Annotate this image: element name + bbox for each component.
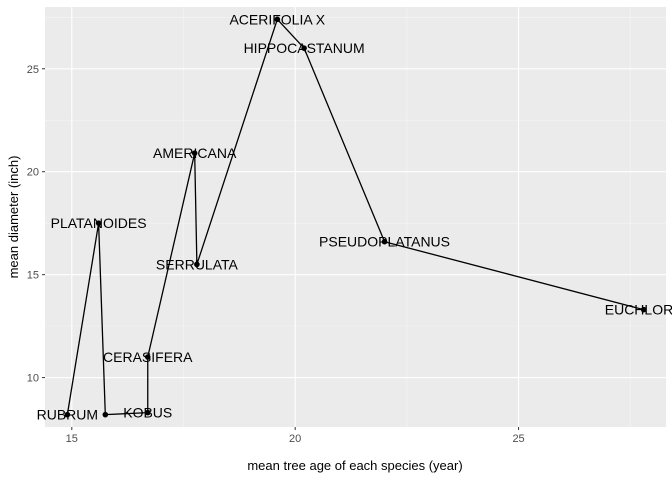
data-label: ACERIFOLIA X bbox=[229, 11, 325, 27]
y-tick-label: 20 bbox=[27, 167, 39, 179]
data-point bbox=[102, 411, 109, 418]
data-label: HIPPOCASTANUM bbox=[244, 40, 365, 56]
data-point bbox=[64, 411, 71, 418]
data-point bbox=[194, 261, 200, 268]
y-tick-label: 10 bbox=[27, 373, 39, 385]
data-point bbox=[191, 150, 198, 156]
grid-layer bbox=[45, 7, 666, 427]
data-point bbox=[144, 354, 151, 360]
x-tick-label: 15 bbox=[66, 433, 78, 445]
axis-layer: 15 20 25 10 15 20 25 bbox=[27, 64, 525, 445]
data-point bbox=[381, 238, 388, 245]
data-label: PLATANOIDES bbox=[51, 215, 147, 231]
data-label: KOBUS bbox=[123, 405, 172, 421]
data-point bbox=[95, 220, 102, 226]
y-tick-label: 15 bbox=[27, 270, 39, 282]
data-label: CERASIFERA bbox=[103, 349, 193, 365]
data-point bbox=[274, 16, 281, 23]
data-point bbox=[301, 45, 307, 51]
data-point bbox=[144, 409, 151, 416]
y-tick-label: 25 bbox=[27, 64, 39, 76]
data-label: SERRULATA bbox=[156, 256, 239, 272]
data-point bbox=[640, 306, 647, 313]
y-axis-title: mean diameter (inch) bbox=[6, 156, 21, 279]
data-label-layer: RUBRUM PLATANOIDES KOBUS CERASIFERA AMERICAN… bbox=[37, 11, 672, 422]
data-label: PSEUDOPLATANUS bbox=[319, 234, 450, 250]
data-label: AMERICANA bbox=[153, 145, 237, 161]
data-label: RUBRUM bbox=[37, 407, 98, 423]
x-tick-label: 25 bbox=[512, 433, 524, 445]
x-axis-title: mean tree age of each species (year) bbox=[247, 458, 462, 473]
data-point-layer bbox=[64, 16, 647, 418]
data-label: EUCHLORA bbox=[605, 302, 672, 318]
x-tick-label: 20 bbox=[289, 433, 301, 445]
